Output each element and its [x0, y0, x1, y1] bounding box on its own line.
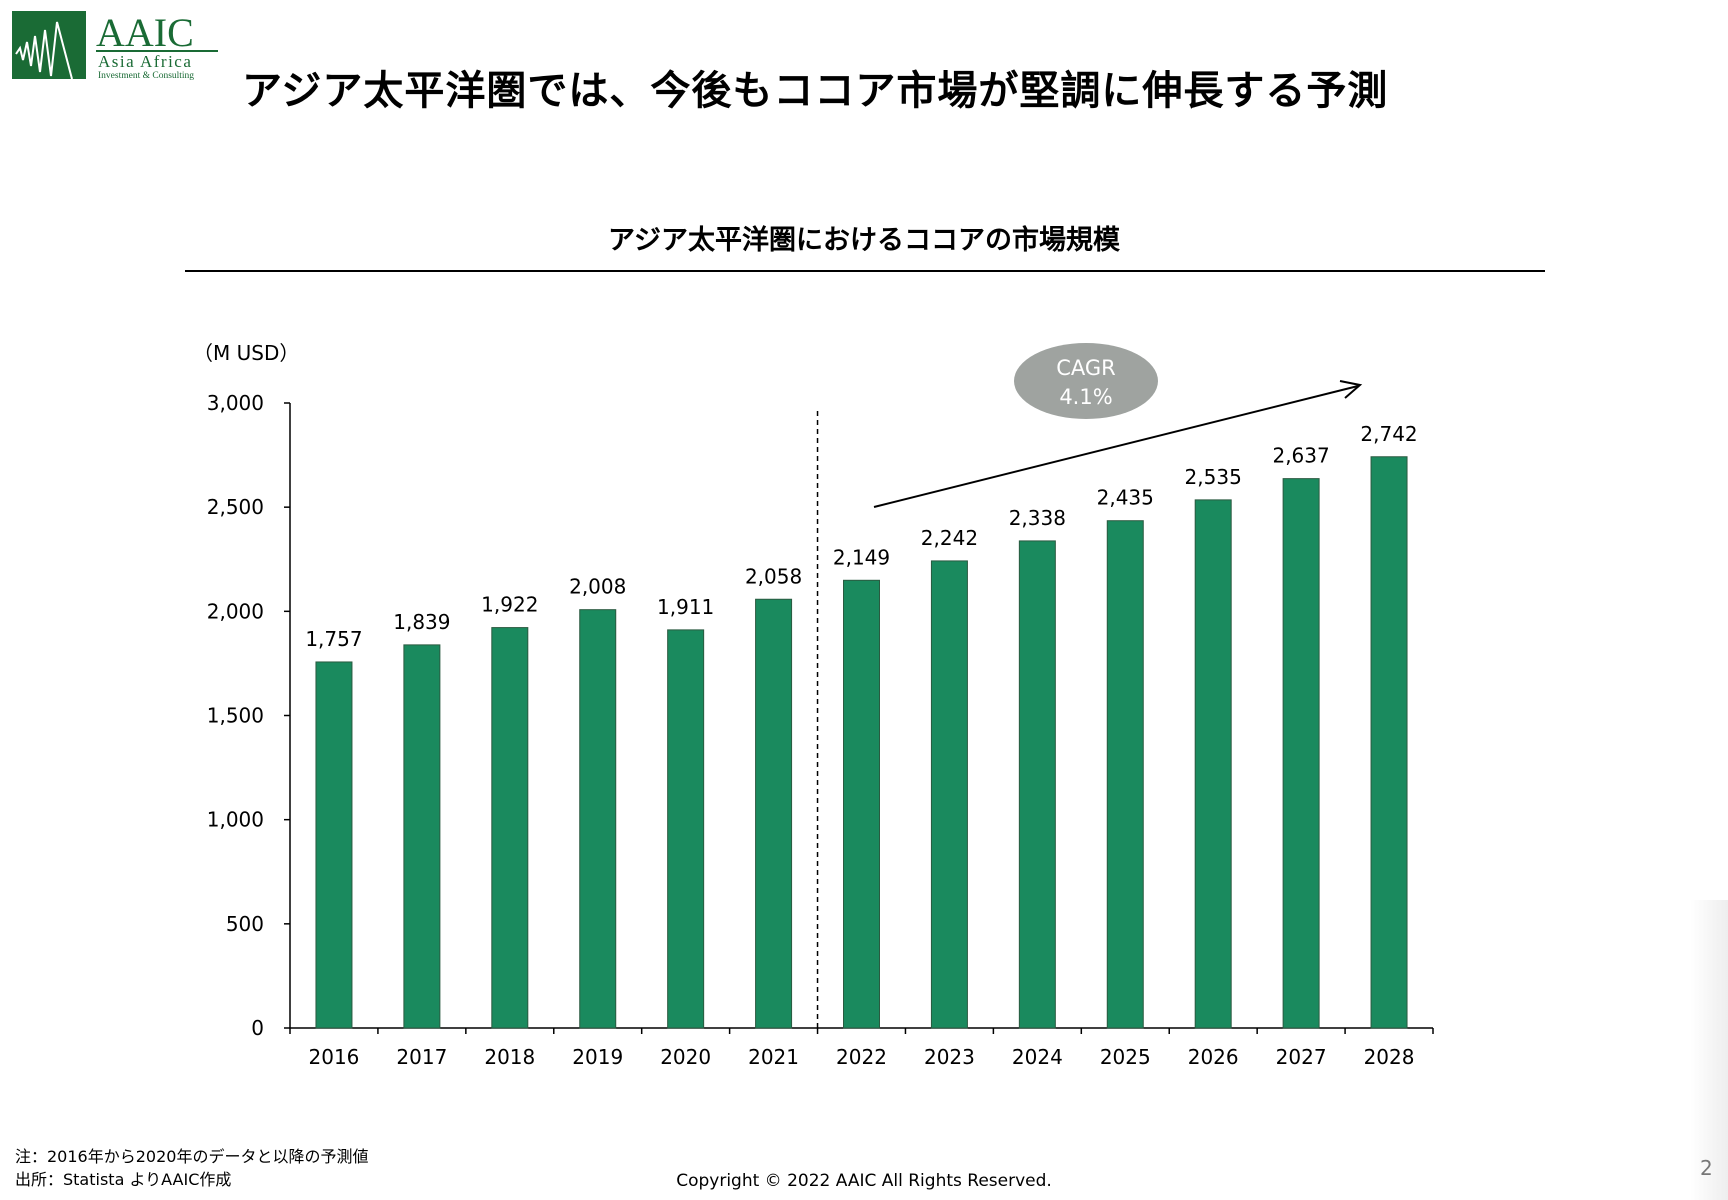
- y-tick-label: 3,000: [207, 391, 264, 415]
- data-label: 2,742: [1360, 422, 1417, 446]
- y-tick-label: 1,000: [207, 808, 264, 832]
- data-label: 1,922: [481, 593, 538, 617]
- chart-title: アジア太平洋圏におけるココアの市場規模: [0, 218, 1728, 257]
- y-tick-label: 2,000: [207, 599, 264, 623]
- title-divider: [185, 270, 1545, 272]
- data-label: 2,637: [1272, 444, 1329, 468]
- bar: [667, 629, 705, 1029]
- bars: 1,757 1,839 1,922 2,008 1,911 2,058 2,149 2,242…: [305, 422, 1418, 1029]
- x-tick-label: 2020: [660, 1045, 711, 1069]
- data-label: 2,008: [569, 575, 626, 599]
- x-tick-label: 2023: [924, 1045, 975, 1069]
- page-edge-shadow: [1690, 900, 1728, 1200]
- chart-title-text: アジア太平洋圏におけるココアの市場規模: [608, 225, 1120, 256]
- x-tick-label: 2017: [396, 1045, 447, 1069]
- bar: [930, 560, 968, 1029]
- page-number: 2: [1700, 1156, 1713, 1180]
- bar: [315, 661, 353, 1029]
- bar: [579, 609, 617, 1029]
- cagr-label: CAGR: [1056, 356, 1116, 380]
- y-tick-label: 1,500: [207, 704, 264, 728]
- bar: [403, 644, 441, 1029]
- x-tick-label: 2026: [1188, 1045, 1239, 1069]
- svg-text:AAIC: AAIC: [96, 10, 194, 55]
- x-tick-label: 2027: [1276, 1045, 1327, 1069]
- footnote: 注：2016年から2020年のデータと以降の予測値: [15, 1147, 369, 1166]
- cagr-bubble: [1014, 343, 1158, 419]
- x-tick-label: 2025: [1100, 1045, 1151, 1069]
- bar: [1194, 499, 1232, 1029]
- y-tick-label: 2,500: [207, 495, 264, 519]
- data-label: 1,757: [305, 627, 362, 651]
- svg-text:Investment & Consulting: Investment & Consulting: [98, 71, 194, 81]
- bar: [1282, 478, 1320, 1029]
- data-label: 2,242: [921, 526, 978, 550]
- x-tick-label: 2016: [309, 1045, 360, 1069]
- x-tick-label: 2024: [1012, 1045, 1063, 1069]
- data-label: 2,149: [833, 545, 890, 569]
- x-tick-label: 2019: [572, 1045, 623, 1069]
- logo: AAIC Asia Africa Investment & Consulting: [12, 10, 222, 86]
- svg-text:Asia Africa: Asia Africa: [98, 52, 192, 71]
- x-tick-label: 2021: [748, 1045, 799, 1069]
- x-tick-label: 2018: [484, 1045, 535, 1069]
- trend-arrow: [873, 385, 1359, 508]
- bar: [491, 627, 529, 1029]
- y-tick-label: 500: [226, 912, 264, 936]
- x-tick-label: 2028: [1364, 1045, 1415, 1069]
- data-label: 1,911: [657, 595, 714, 619]
- y-axis: 0 500 1,000 1,500 2,000 2,500 3,000: [207, 391, 291, 1040]
- bar: [755, 598, 793, 1029]
- bar-chart: （M USD） 0 500 1,000 1,500 2,000 2,500 3,000 20…: [193, 341, 1434, 1069]
- bar: [843, 579, 880, 1029]
- y-unit-label: （M USD）: [193, 341, 299, 365]
- y-tick-label: 0: [251, 1016, 264, 1040]
- arrow-head-icon: [1339, 380, 1363, 399]
- cagr-annotation: CAGR 4.1%: [873, 343, 1363, 508]
- x-axis: 2016 2017 2018 2019 2020 2021 2022 2023 2024 2025…: [289, 1027, 1434, 1069]
- copyright: Copyright © 2022 AAIC All Rights Reserve…: [676, 1171, 1052, 1191]
- source-note: 出所：Statista よりAAIC作成: [15, 1170, 232, 1189]
- x-tick-label: 2022: [836, 1045, 887, 1069]
- cagr-value: 4.1%: [1059, 385, 1112, 409]
- bar: [1018, 540, 1056, 1029]
- data-label: 2,338: [1009, 506, 1066, 530]
- bar: [1106, 520, 1144, 1029]
- data-label: 1,839: [393, 610, 450, 634]
- data-label: 2,058: [745, 564, 802, 588]
- data-label: 2,535: [1185, 465, 1242, 489]
- bar: [1370, 456, 1408, 1029]
- data-label: 2,435: [1097, 486, 1154, 510]
- page-title: アジア太平洋圏では、今後もココア市場が堅調に伸長する予測: [242, 68, 1389, 114]
